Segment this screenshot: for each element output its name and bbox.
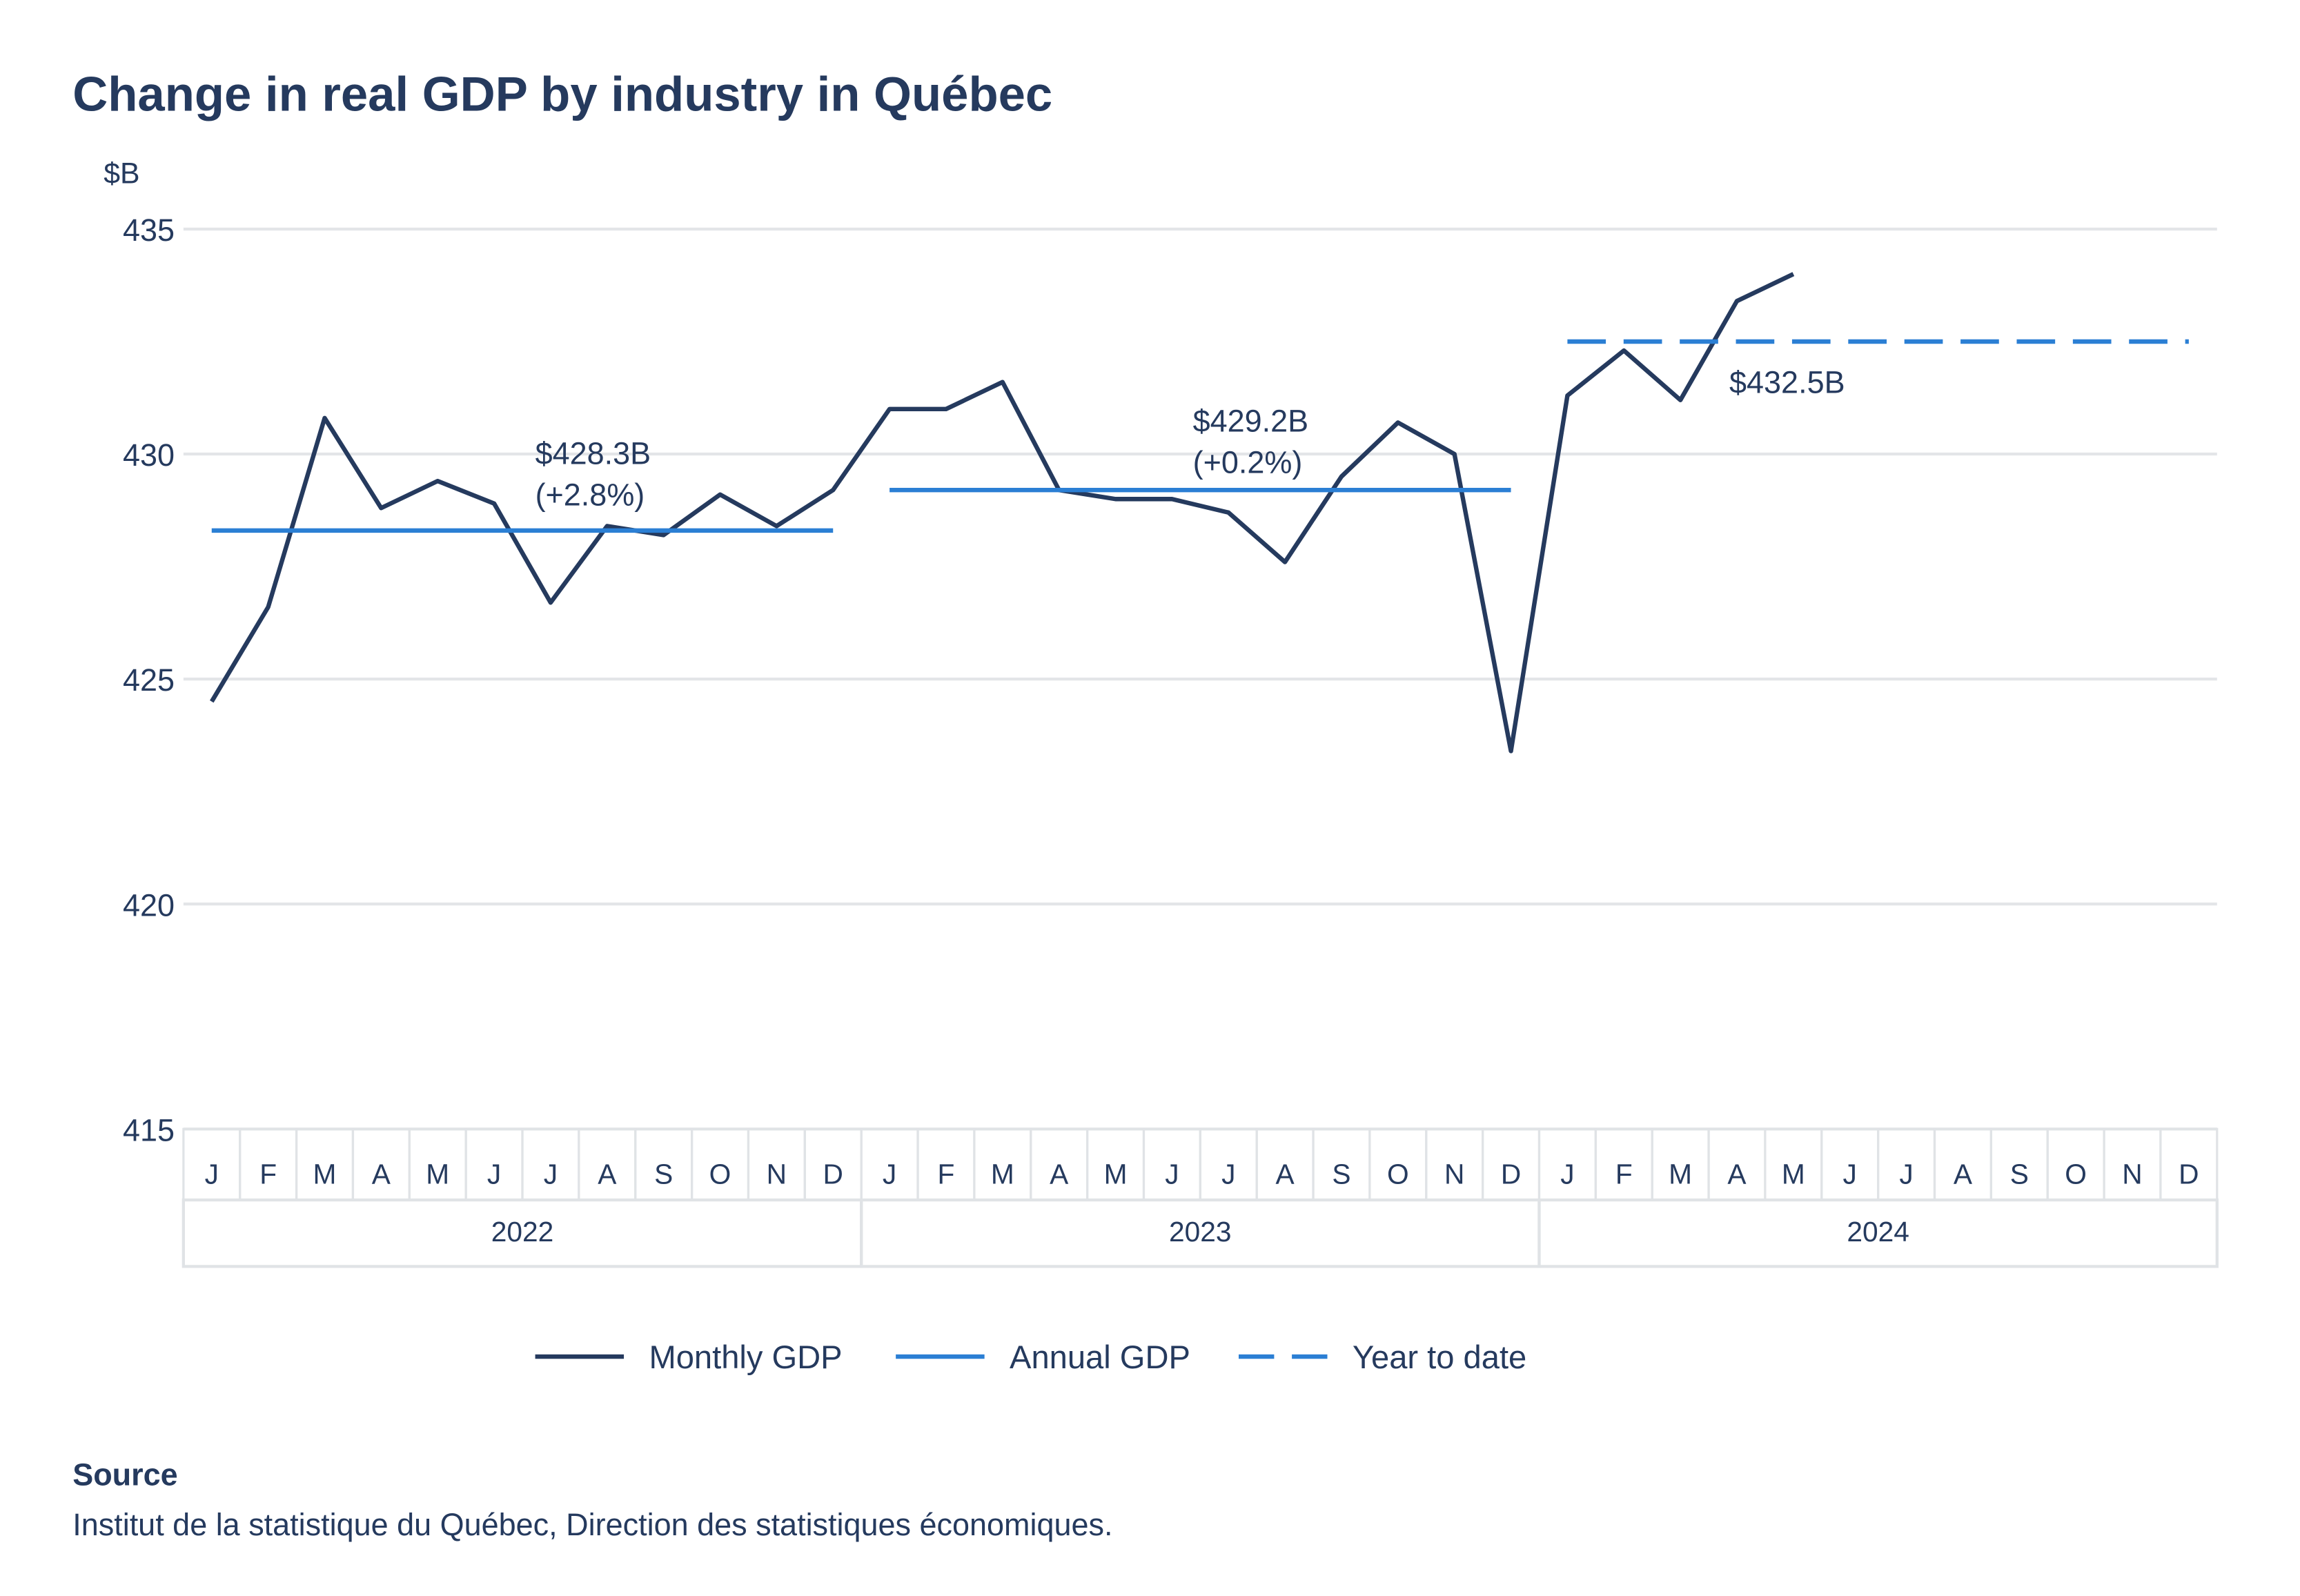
- x-tick-label: J: [205, 1158, 219, 1190]
- source-text: Institut de la statistique du Québec, Di…: [72, 1507, 1112, 1542]
- x-tick-label: O: [709, 1158, 731, 1190]
- x-tick-label: J: [1165, 1158, 1179, 1190]
- x-tick-label: S: [654, 1158, 673, 1190]
- x-tick-label: F: [259, 1158, 277, 1190]
- x-tick-label: J: [544, 1158, 558, 1190]
- y-tick-label: 425: [123, 662, 175, 698]
- x-group-label: 2023: [1169, 1216, 1232, 1248]
- x-tick-label: N: [767, 1158, 787, 1190]
- x-tick-label: D: [2179, 1158, 2199, 1190]
- x-tick-label: O: [2065, 1158, 2087, 1190]
- x-tick-label: A: [1954, 1158, 1973, 1190]
- x-tick-label: J: [487, 1158, 501, 1190]
- x-tick-label: J: [883, 1158, 896, 1190]
- x-group-label: 2022: [491, 1216, 554, 1248]
- x-tick-label: O: [1387, 1158, 1409, 1190]
- source-heading: Source: [72, 1457, 177, 1492]
- y-unit: $B: [104, 157, 139, 190]
- x-tick-label: F: [1615, 1158, 1633, 1190]
- x-tick-label: M: [991, 1158, 1014, 1190]
- value-label: $432.5B: [1729, 365, 1845, 400]
- x-tick-label: J: [1560, 1158, 1574, 1190]
- x-tick-label: A: [1727, 1158, 1747, 1190]
- value-label: $429.2B: [1193, 403, 1309, 438]
- x-tick-label: M: [426, 1158, 449, 1190]
- change-label: (+0.2%): [1193, 444, 1303, 480]
- legend-label: Annual GDP: [1010, 1339, 1190, 1375]
- x-tick-label: J: [1221, 1158, 1235, 1190]
- y-tick-label: 420: [123, 887, 175, 923]
- y-tick-label: 430: [123, 437, 175, 473]
- y-tick-label: 415: [123, 1112, 175, 1147]
- x-group-label: 2024: [1847, 1216, 1909, 1248]
- x-tick-label: S: [1332, 1158, 1350, 1190]
- change-label: (+2.8%): [535, 477, 645, 512]
- x-tick-label: M: [1104, 1158, 1128, 1190]
- x-tick-label: A: [1276, 1158, 1295, 1190]
- chart-title: Change in real GDP by industry in Québec: [72, 67, 1052, 121]
- x-tick-label: J: [1899, 1158, 1913, 1190]
- x-tick-label: N: [2122, 1158, 2142, 1190]
- x-tick-label: A: [598, 1158, 617, 1190]
- x-tick-label: J: [1843, 1158, 1857, 1190]
- x-tick-label: F: [938, 1158, 955, 1190]
- x-tick-label: A: [372, 1158, 391, 1190]
- x-tick-label: D: [823, 1158, 843, 1190]
- x-tick-label: A: [1050, 1158, 1069, 1190]
- x-tick-label: S: [2010, 1158, 2029, 1190]
- legend-label: Year to date: [1353, 1339, 1526, 1375]
- x-tick-label: M: [1669, 1158, 1692, 1190]
- y-tick-label: 435: [123, 213, 175, 248]
- x-tick-label: M: [313, 1158, 337, 1190]
- x-group-cell: [1537, 1198, 2219, 1268]
- x-tick-label: D: [1501, 1158, 1521, 1190]
- x-tick-label: N: [1444, 1158, 1464, 1190]
- legend-label: Monthly GDP: [649, 1339, 842, 1375]
- value-label: $428.3B: [535, 435, 651, 471]
- x-tick-label: M: [1782, 1158, 1805, 1190]
- monthly-line: [210, 272, 1795, 753]
